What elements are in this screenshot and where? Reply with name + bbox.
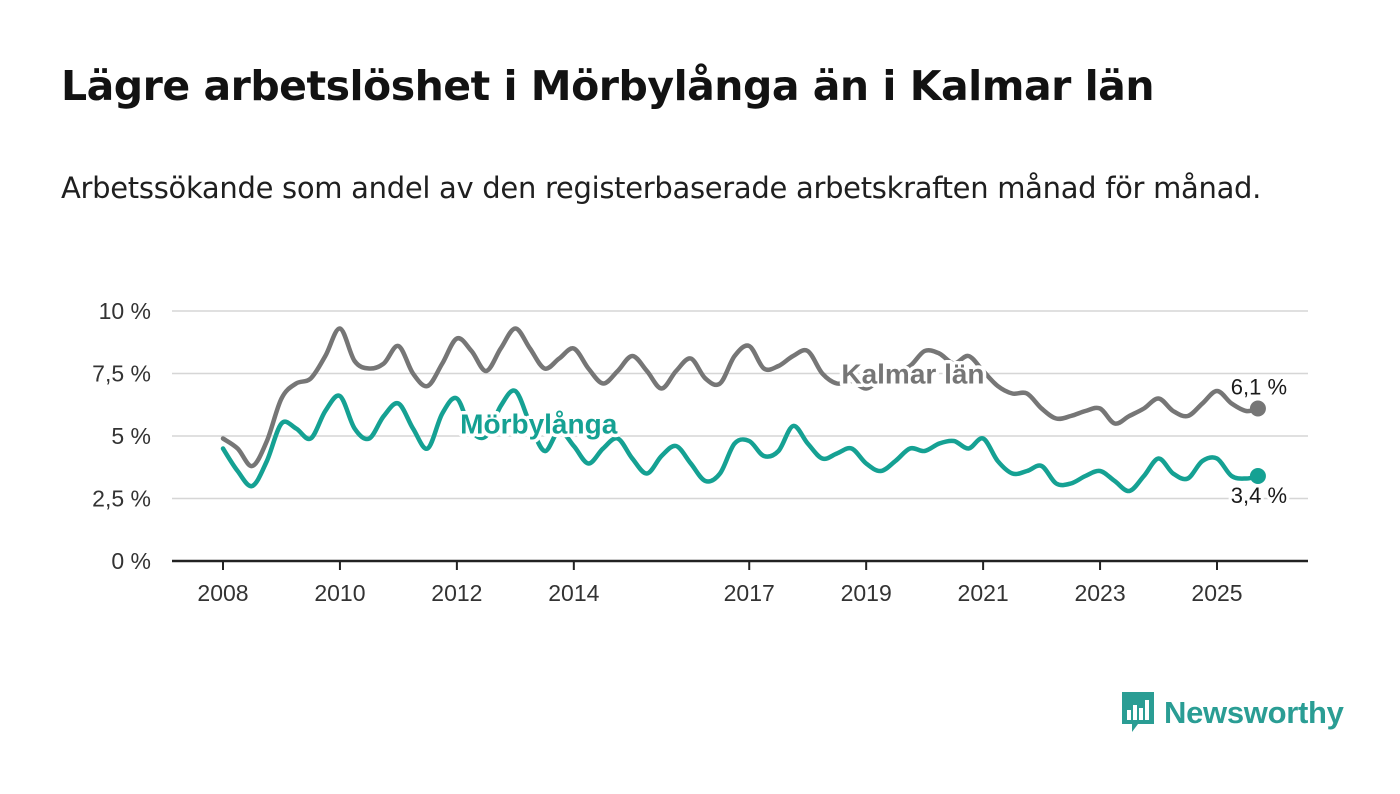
series-line-m-rbyl-nga xyxy=(220,388,1261,494)
x-tick-label: 2010 xyxy=(314,580,365,606)
x-tick-label: 2019 xyxy=(841,580,892,606)
series-end-label: 3,4 % xyxy=(1231,483,1287,508)
series-labels: 6,1 % 3,4 % Kalmar län Mörbylånga xyxy=(457,355,1290,511)
newsworthy-logo: Newsworthy xyxy=(1120,689,1344,737)
y-tick-label: 10 % xyxy=(99,298,151,324)
x-axis-ticks: 2008 2010 2012 2014 2017 2019 2021 2023 2025 xyxy=(197,561,1243,606)
chart-subtitle: Arbetssökande som andel av den registerb… xyxy=(61,171,1262,205)
series-line-kalmar-l-n xyxy=(220,326,1261,469)
gridlines xyxy=(172,310,1308,563)
x-tick-label: 2012 xyxy=(431,580,482,606)
chart-title: Lägre arbetslöshet i Mörbylånga än i Kal… xyxy=(61,62,1155,110)
newsworthy-logo-text: Newsworthy xyxy=(1164,695,1344,730)
x-tick-label: 2025 xyxy=(1191,580,1242,606)
series-end-label: 6,1 % xyxy=(1231,375,1287,400)
y-axis-ticks: 0 % 2,5 % 5 % 7,5 % 10 % xyxy=(92,298,151,574)
x-tick-label: 2023 xyxy=(1074,580,1125,606)
series-end-point xyxy=(1249,400,1266,417)
y-tick-label: 7,5 % xyxy=(92,361,151,387)
series-name-label: Kalmar län xyxy=(841,359,984,390)
x-tick-label: 2014 xyxy=(548,580,599,606)
y-tick-label: 2,5 % xyxy=(92,486,151,512)
series-end-point xyxy=(1249,468,1266,484)
x-tick-label: 2021 xyxy=(958,580,1009,606)
series-name-label: Mörbylånga xyxy=(460,409,618,440)
y-tick-label: 0 % xyxy=(111,548,151,574)
x-tick-label: 2017 xyxy=(724,580,775,606)
x-tick-label: 2008 xyxy=(197,580,248,606)
y-tick-label: 5 % xyxy=(111,423,151,449)
newsworthy-logo-icon xyxy=(1122,692,1154,732)
series-lines xyxy=(220,326,1266,494)
